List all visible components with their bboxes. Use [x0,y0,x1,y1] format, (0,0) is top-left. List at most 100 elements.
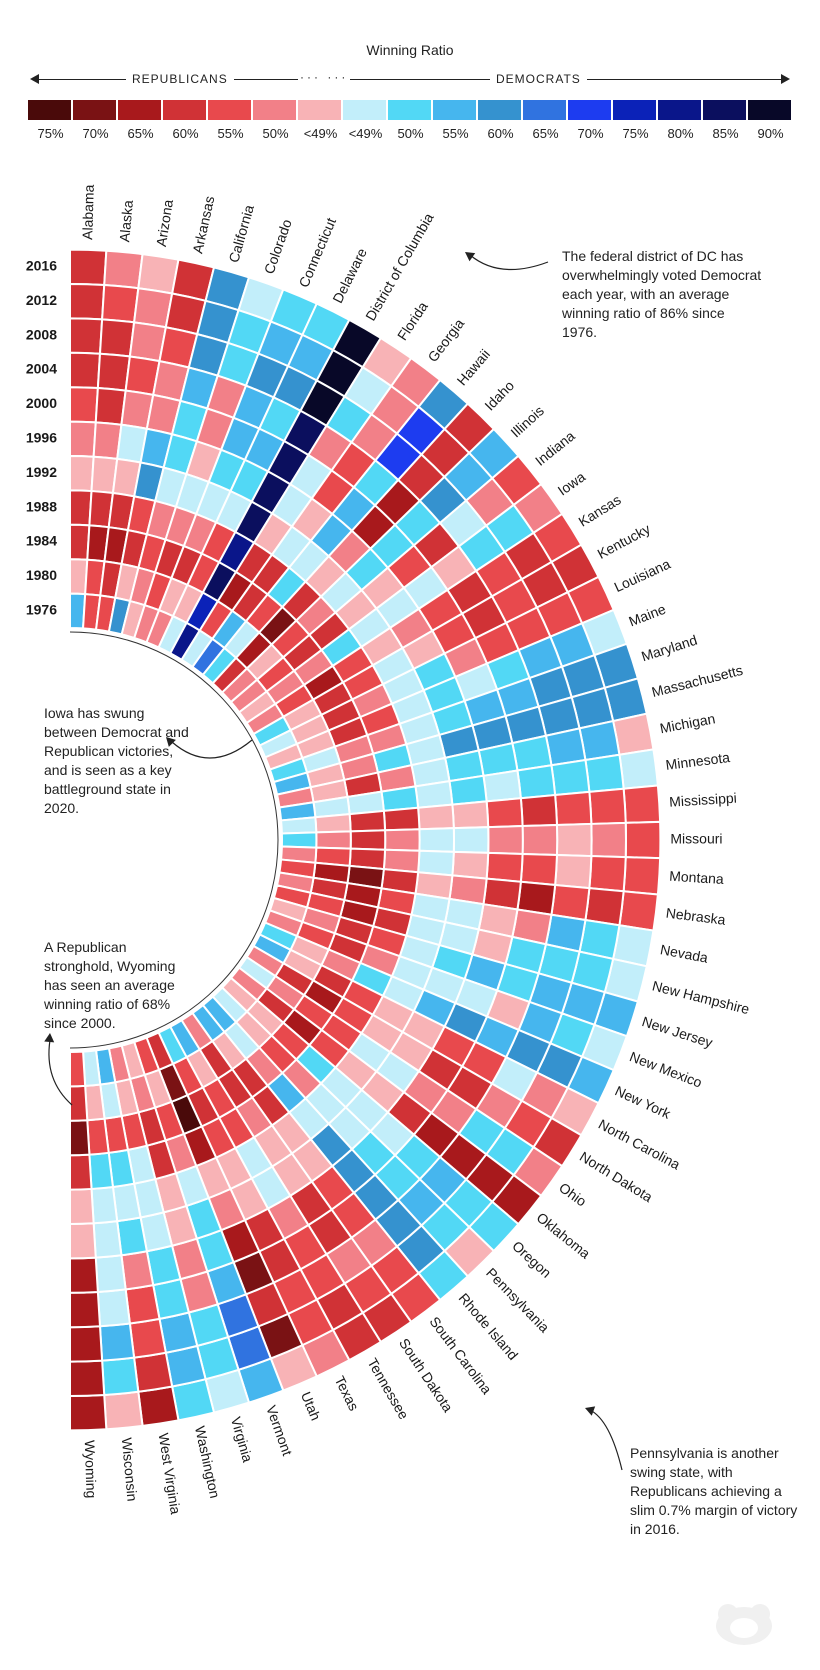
legend-swatch-label: 80% [667,126,694,141]
heatmap-cell [69,1359,106,1398]
heatmap-cell [519,852,558,887]
heatmap-cell [69,386,99,424]
state-label: Maryland [639,632,699,665]
state-label: Kentucky [595,521,653,562]
heatmap-cell [622,784,662,824]
state-label: New Jersey [640,1013,715,1050]
heatmap-cell [622,856,662,896]
wyoming-pointer-arrow-head [44,1033,55,1043]
heatmap-cell [485,851,524,883]
state-label: Virginia [228,1415,256,1464]
state-label: Hawaii [454,346,493,388]
state-label: New York [613,1082,674,1122]
legend-swatch [343,100,386,120]
heatmap-cell [349,829,387,851]
legend-title: Winning Ratio [366,42,454,58]
heatmap-cell [417,849,455,877]
year-label: 1980 [26,567,57,583]
heatmap-cell [69,1222,97,1260]
state-label: Wisconsin [119,1437,141,1502]
heatmap-cell [96,1288,131,1328]
state-label: Delaware [329,245,370,305]
heatmap-cell [128,1317,168,1359]
year-label: 1984 [26,533,57,549]
state-label: Illinois [507,402,547,440]
heatmap-cell [120,1250,155,1291]
legend-swatch-label: 50% [397,126,424,141]
heatmap-cell [124,1283,161,1325]
state-label: Nevada [659,941,710,966]
heatmap-cell [315,830,352,850]
state-label: New Mexico [627,1048,704,1091]
state-label: West Virginia [155,1432,183,1516]
heatmap-cell [555,822,593,858]
heatmap-cell [69,523,91,561]
legend-swatch [208,100,251,120]
state-label: Colorado [261,217,295,276]
state-label: Louisiana [612,555,673,595]
legend-swatch-label: 70% [577,126,604,141]
heatmap-cell [584,887,625,927]
heatmap-cell [96,352,131,392]
legend-arrow-line [36,79,784,80]
legend-swatch [478,100,521,120]
year-label: 1996 [26,430,57,446]
state-label: Washington [192,1425,223,1500]
year-label: 2000 [26,395,57,411]
state-label: Arkansas [189,195,217,255]
heatmap-cell [550,758,591,797]
heatmap-cell [418,827,456,853]
heatmap-cell [69,1290,102,1329]
legend-swatch-label: 75% [37,126,64,141]
legend-swatch-label: <49% [348,126,383,141]
brand-logo-icon [716,1604,772,1645]
state-label: Michigan [658,710,716,736]
heatmap-cell [618,748,659,790]
annotation-iowa: Iowa has swung between Democrat and Repu… [44,705,189,816]
heatmap-cell [382,806,421,832]
heatmap-cell [98,1322,136,1362]
state-label: Wyoming [82,1440,100,1499]
legend-swatch [163,100,206,120]
heatmap-cell [88,1151,115,1190]
democrats-label: DEMOCRATS [490,72,587,86]
heatmap-cell [69,1050,87,1088]
dc-pointer-arrow [469,254,549,271]
heatmap-cell [103,249,144,290]
heatmap-cell [101,283,140,324]
state-label: Missouri [670,831,722,847]
heatmap-cell [132,1351,174,1393]
heatmap-cell [84,1083,106,1122]
heatmap-cell [544,727,587,767]
state-label: Georgia [424,315,467,365]
legend-swatch-label: 65% [532,126,559,141]
arrow-right-icon [781,74,790,84]
legend-swatch [613,100,656,120]
year-label: 2008 [26,326,57,342]
legend-swatch [658,100,701,120]
heatmap-cell [90,1185,119,1225]
year-label: 2004 [26,361,57,377]
heatmap-cell [624,820,662,860]
state-label: California [225,203,257,264]
pennsylvania-pointer-arrow-head [585,1406,596,1416]
heatmap-cell [588,855,627,893]
iowa-pointer-arrow-head [166,737,176,747]
legend-swatch-label: 90% [757,126,784,141]
heatmap-cell [380,785,420,813]
heatmap-cell [69,1084,89,1122]
heatmap-cell [590,821,627,859]
legend-swatch-label: 60% [487,126,514,141]
state-label: Vermont [263,1403,295,1458]
heatmap-cell [137,1385,180,1428]
heatmap-cell [348,809,387,833]
heatmap-cell [519,793,558,828]
year-label: 1992 [26,464,57,480]
heatmap-cell [516,764,557,800]
year-label: 2016 [26,258,57,274]
heatmap-cell [452,826,490,854]
heatmap-cell [69,454,95,493]
heatmap-cell [280,816,318,835]
heatmap-cell [554,790,593,827]
legend-swatch-label: 70% [82,126,109,141]
